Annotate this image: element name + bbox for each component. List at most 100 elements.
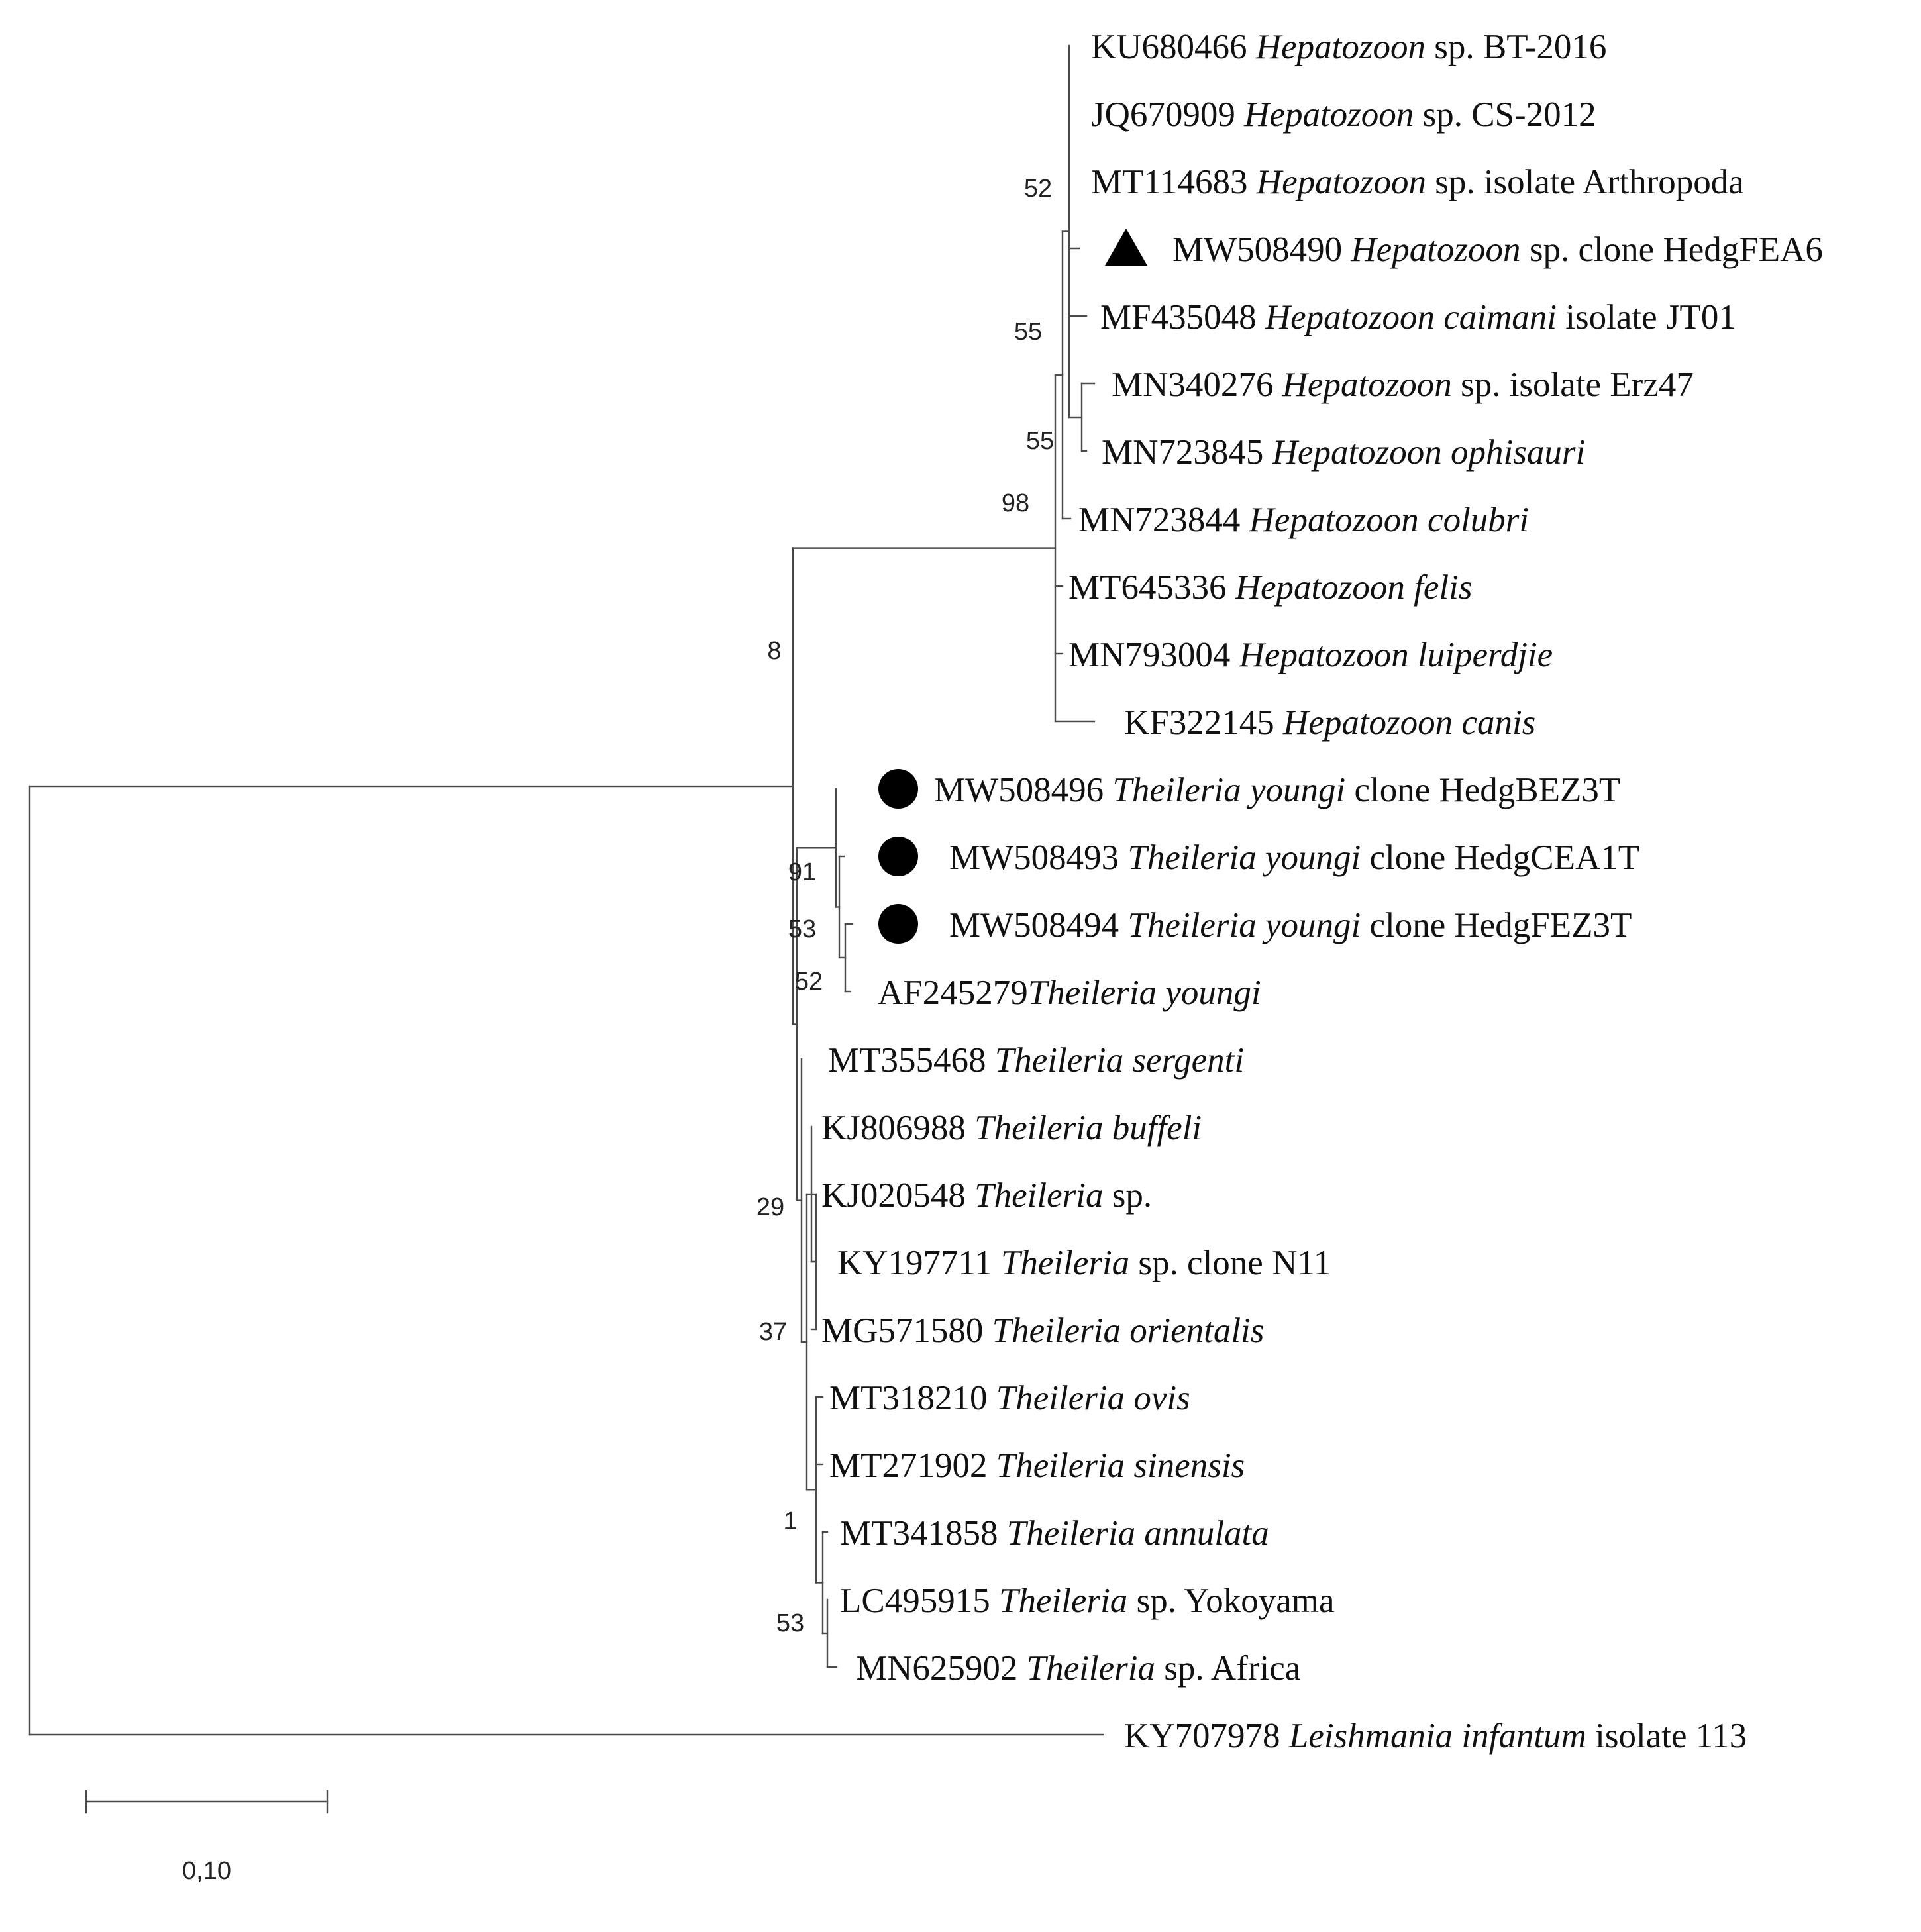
leaf-label-MT355468: MT355468 Theileria sergenti — [828, 1041, 1244, 1080]
leaf-label-text: MW508493 — [949, 839, 1127, 877]
species-name: Hepatozoon caimani — [1265, 298, 1557, 336]
leaf-label-LC495915: LC495915 Theileria sp. Yokoyama — [840, 1582, 1334, 1620]
leaf-label-text: MT355468 — [828, 1041, 995, 1080]
leaf-label-text: sp. — [1103, 1176, 1152, 1215]
species-name: Hepatozoon — [1282, 366, 1452, 404]
leaf-label-MN723845: MN723845 Hepatozoon ophisauri — [1102, 433, 1585, 472]
bootstrap-value: 1 — [783, 1507, 797, 1535]
leaf-label-MN793004: MN793004 Hepatozoon luiperdjie — [1068, 636, 1553, 674]
leaf-label-text: sp. clone N11 — [1129, 1244, 1331, 1282]
species-name: Theileria youngi — [1127, 839, 1361, 877]
leaf-label-KJ020548: KJ020548 Theileria sp. — [821, 1176, 1152, 1215]
leaf-label-text: clone HedgFEZ3T — [1361, 906, 1632, 944]
filled-circle-marker — [878, 904, 918, 944]
leaf-label-text: MT341858 — [840, 1514, 1007, 1552]
leaf-label-text: KU680466 — [1091, 28, 1256, 66]
species-name: Theileria buffeli — [974, 1109, 1202, 1147]
leaf-label-text: clone HedgBEZ3T — [1345, 771, 1620, 809]
species-name: Hepatozoon felis — [1235, 568, 1473, 607]
leaf-label-text: AF245279 — [878, 974, 1028, 1012]
leaf-label-KF322145: KF322145 Hepatozoon canis — [1124, 703, 1535, 742]
leaf-label-text: isolate 113 — [1586, 1717, 1747, 1755]
leaf-label-MW508496: MW508496 Theileria youngi clone HedgBEZ3… — [934, 771, 1620, 809]
leaf-label-text: sp. clone HedgFEA6 — [1521, 230, 1823, 269]
leaf-label-text: MW508496 — [934, 771, 1112, 809]
leaf-label-text: MN723845 — [1102, 433, 1272, 472]
species-name: Theileria annulata — [1007, 1514, 1269, 1552]
species-name: Theileria youngi — [1028, 974, 1261, 1012]
leaf-label-text: LC495915 — [840, 1582, 999, 1620]
leaf-label-text: sp. isolate Arthropoda — [1426, 163, 1744, 201]
leaf-label-MG571580: MG571580 Theileria orientalis — [821, 1311, 1264, 1350]
species-name: Theileria ovis — [996, 1379, 1190, 1417]
species-name: Hepatozoon colubri — [1249, 501, 1530, 539]
tree-branches — [28, 44, 1104, 1736]
leaf-label-MT318210: MT318210 Theileria ovis — [829, 1379, 1190, 1417]
filled-circle-marker — [878, 837, 918, 876]
bootstrap-value: 55 — [1014, 318, 1042, 346]
leaf-label-text: MF435048 — [1100, 298, 1265, 336]
leaf-label-text: sp. Yokoyama — [1127, 1582, 1334, 1620]
leaf-label-MN625902: MN625902 Theileria sp. Africa — [856, 1649, 1300, 1688]
bootstrap-value: 29 — [756, 1194, 784, 1221]
leaf-label-text: JQ670909 — [1091, 95, 1244, 134]
bootstrap-value: 55 — [1026, 427, 1054, 455]
leaf-label-text: KJ806988 — [821, 1109, 974, 1147]
leaf-label-MN340276: MN340276 Hepatozoon sp. isolate Erz47 — [1112, 366, 1694, 404]
leaf-label-text: KY707978 — [1124, 1717, 1289, 1755]
leaf-label-text: MN625902 — [856, 1649, 1027, 1688]
species-name: Theileria sinensis — [996, 1447, 1245, 1485]
leaf-label-text: sp. CS-2012 — [1414, 95, 1596, 134]
filled-circle-marker — [878, 769, 918, 809]
leaf-label-KY707978: KY707978 Leishmania infantum isolate 113 — [1124, 1717, 1747, 1755]
leaf-label-MW508493: MW508493 Theileria youngi clone HedgCEA1… — [949, 839, 1639, 877]
species-name: Theileria youngi — [1127, 906, 1361, 944]
bootstrap-value: 37 — [759, 1318, 787, 1346]
leaf-labels: KU680466 Hepatozoon sp. BT-2016 JQ670909 … — [821, 28, 1823, 1755]
filled-triangle-marker — [1105, 229, 1147, 266]
bootstrap-value: 98 — [1002, 489, 1029, 517]
species-name: Theileria sergenti — [995, 1041, 1244, 1080]
leaf-label-JQ670909: JQ670909 Hepatozoon sp. CS-2012 — [1091, 95, 1596, 134]
leaf-label-text: MN793004 — [1068, 636, 1239, 674]
leaf-label-text: MT645336 — [1068, 568, 1235, 607]
leaf-label-text: MG571580 — [821, 1311, 992, 1350]
leaf-label-text: MW508490 — [1172, 230, 1351, 269]
leaf-label-MT114683: MT114683 Hepatozoon sp. isolate Arthropo… — [1091, 163, 1744, 201]
leaf-label-MW508490: MW508490 Hepatozoon sp. clone HedgFEA6 — [1172, 230, 1823, 269]
leaf-label-text: MT318210 — [829, 1379, 996, 1417]
species-name: Theileria — [974, 1176, 1103, 1215]
leaf-label-MT645336: MT645336 Hepatozoon felis — [1068, 568, 1472, 607]
scale-bar-label: 0,10 — [182, 1857, 231, 1885]
species-name: Theileria — [999, 1582, 1127, 1620]
leaf-label-text: MT114683 — [1091, 163, 1257, 201]
species-name: Hepatozoon — [1350, 230, 1520, 269]
species-name: Theileria — [1027, 1649, 1155, 1688]
leaf-markers — [878, 229, 1147, 944]
bootstrap-value: 91 — [788, 858, 816, 886]
leaf-label-KJ806988: KJ806988 Theileria buffeli — [821, 1109, 1202, 1147]
scale-bar: 0,10 — [85, 1790, 329, 1885]
bootstrap-value: 53 — [776, 1609, 804, 1637]
bootstrap-value: 53 — [788, 915, 816, 943]
leaf-label-KY197711: KY197711 Theileria sp. clone N11 — [837, 1244, 1331, 1282]
leaf-label-text: isolate JT01 — [1557, 298, 1736, 336]
bootstrap-value: 52 — [1024, 175, 1052, 203]
bootstrap-values: 52 55 55 98 8 91 53 52 29 37 1 53 — [756, 175, 1054, 1637]
bootstrap-value: 52 — [795, 968, 823, 995]
leaf-label-text: MT271902 — [829, 1447, 996, 1485]
species-name: Hepatozoon — [1256, 163, 1426, 201]
species-name: Hepatozoon — [1255, 28, 1426, 66]
leaf-label-text: sp. Africa — [1155, 1649, 1300, 1688]
leaf-label-text: KJ020548 — [821, 1176, 974, 1215]
species-name: Hepatozoon canis — [1282, 703, 1535, 742]
species-name: Hepatozoon luiperdjie — [1239, 636, 1553, 674]
species-name: Theileria orientalis — [992, 1311, 1265, 1350]
leaf-label-MT341858: MT341858 Theileria annulata — [840, 1514, 1269, 1552]
leaf-label-KU680466: KU680466 Hepatozoon sp. BT-2016 — [1091, 28, 1606, 66]
leaf-label-MF435048: MF435048 Hepatozoon caimani isolate JT01 — [1100, 298, 1736, 336]
species-name: Hepatozoon ophisauri — [1272, 433, 1586, 472]
leaf-label-text: KY197711 — [837, 1244, 1001, 1282]
leaf-label-text: sp. BT-2016 — [1426, 28, 1606, 66]
